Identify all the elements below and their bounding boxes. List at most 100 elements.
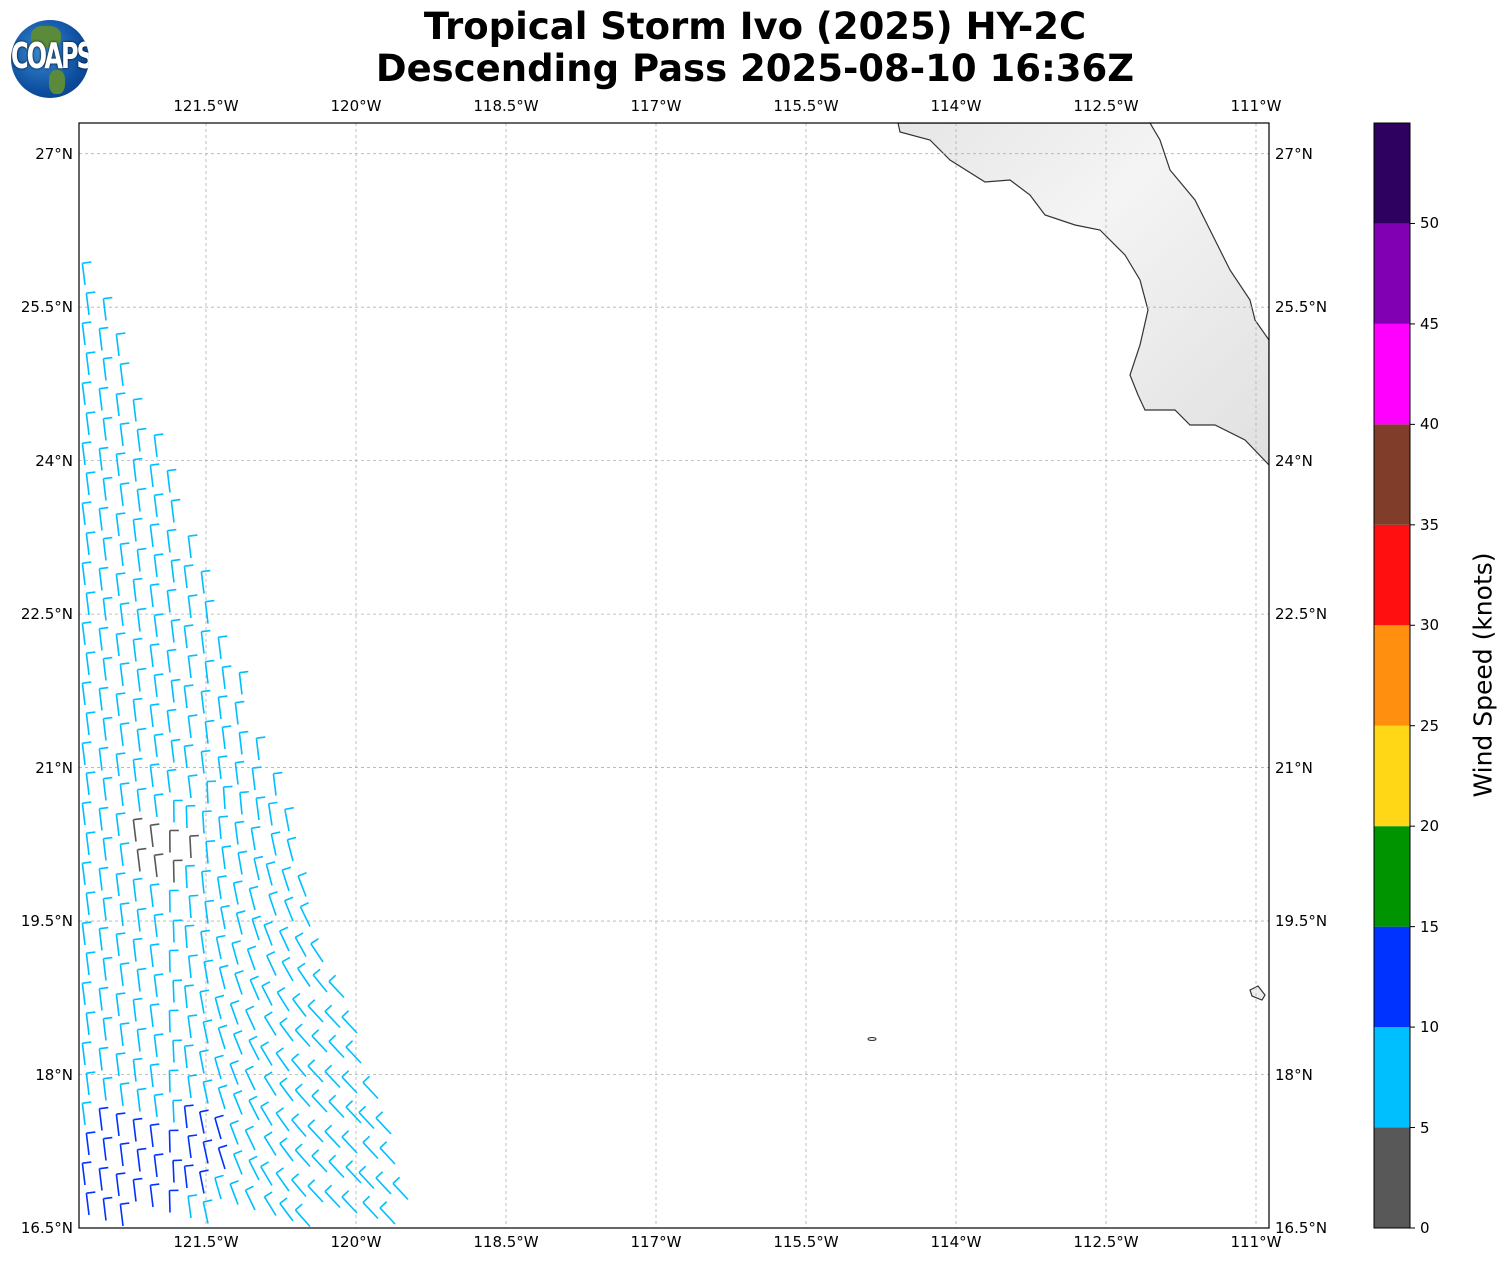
wind-barb bbox=[379, 1141, 396, 1165]
wind-barb bbox=[119, 542, 130, 567]
wind-barb bbox=[245, 1005, 256, 1031]
wind-barb bbox=[115, 692, 126, 717]
wind-barb bbox=[204, 899, 215, 924]
wind-barb bbox=[200, 749, 211, 774]
wind-barb bbox=[229, 1059, 239, 1085]
wind-barb bbox=[115, 812, 126, 837]
wind-barb bbox=[136, 607, 147, 632]
wind-barb bbox=[184, 924, 195, 949]
wind-barb bbox=[341, 1130, 358, 1154]
wind-barb bbox=[291, 1113, 307, 1138]
wind-barb bbox=[132, 877, 143, 902]
wind-barb bbox=[248, 1155, 260, 1181]
wind-barb bbox=[102, 656, 113, 681]
wind-barb bbox=[328, 1154, 345, 1179]
wind-barb bbox=[251, 915, 262, 941]
wind-barb bbox=[379, 1201, 396, 1225]
wind-barb bbox=[286, 836, 297, 862]
x-tick-label-bottom: 114°W bbox=[930, 1233, 982, 1251]
x-tick-label-top: 118.5°W bbox=[473, 97, 539, 115]
wind-barb bbox=[358, 1165, 375, 1190]
wind-barb bbox=[278, 926, 290, 952]
wind-barb bbox=[115, 872, 126, 897]
wind-barb bbox=[284, 806, 294, 832]
wind-barb bbox=[172, 979, 183, 1003]
wind-barb bbox=[283, 896, 294, 922]
wind-barb bbox=[85, 591, 96, 616]
wind-barb bbox=[244, 1125, 256, 1151]
wind-barb bbox=[172, 1099, 183, 1123]
wind-barb bbox=[102, 1136, 113, 1161]
colorbar-segment bbox=[1374, 625, 1410, 726]
wind-barb bbox=[234, 760, 245, 785]
colorbar-frame bbox=[1373, 122, 1411, 1229]
wind-barb bbox=[311, 1089, 328, 1113]
wind-barb bbox=[102, 776, 113, 801]
y-tick-label-right: 25.5°N bbox=[1275, 298, 1328, 317]
wind-barb bbox=[198, 1169, 209, 1194]
wind-barb bbox=[149, 883, 160, 908]
wind-barb bbox=[85, 1191, 96, 1216]
wind-barb bbox=[202, 1019, 213, 1044]
colorbar-tick-label: 20 bbox=[1420, 817, 1440, 836]
wind-barb bbox=[119, 1082, 130, 1107]
wind-barb bbox=[291, 1053, 307, 1078]
wind-barb bbox=[275, 1047, 290, 1072]
wind-barb bbox=[312, 968, 328, 993]
wind-barb bbox=[102, 1016, 113, 1041]
wind-barb bbox=[119, 1202, 130, 1227]
x-tick-label-top: 112.5°W bbox=[1073, 97, 1139, 115]
wind-barb bbox=[115, 572, 126, 597]
wind-barb bbox=[294, 1203, 311, 1228]
wind-barb bbox=[202, 1199, 213, 1224]
wind-barb bbox=[81, 921, 92, 946]
wind-barb bbox=[214, 1174, 224, 1200]
wind-barb bbox=[294, 932, 307, 957]
wind-barb bbox=[115, 512, 126, 537]
wind-barb bbox=[81, 1041, 92, 1066]
wind-barb bbox=[81, 261, 92, 286]
wind-barb bbox=[136, 1087, 147, 1112]
wind-barb bbox=[275, 1107, 290, 1132]
wind-barb bbox=[166, 468, 177, 493]
wind-barb bbox=[296, 962, 311, 987]
wind-barb bbox=[81, 561, 92, 586]
wind-barb bbox=[149, 643, 160, 668]
wind-barb bbox=[217, 755, 228, 780]
wind-barb bbox=[102, 956, 113, 981]
wind-barb bbox=[292, 992, 307, 1017]
wind-barb bbox=[132, 637, 143, 662]
x-tick-label-top: 114°W bbox=[930, 97, 982, 115]
wind-barb bbox=[102, 1076, 113, 1101]
island-clarion bbox=[867, 1037, 877, 1041]
wind-barb bbox=[102, 476, 113, 501]
wind-barb bbox=[345, 1100, 362, 1124]
wind-barb bbox=[149, 1123, 160, 1148]
wind-barb bbox=[307, 1119, 324, 1143]
colorbar-tick-label: 25 bbox=[1420, 716, 1440, 735]
wind-barb bbox=[239, 790, 249, 815]
x-tick-label-bottom: 112.5°W bbox=[1073, 1233, 1139, 1251]
wind-barb bbox=[202, 1139, 213, 1164]
map-frame bbox=[78, 122, 1270, 1229]
colorbar-label: Wind Speed (knots) bbox=[1468, 552, 1498, 798]
wind-barb bbox=[251, 766, 262, 791]
wind-barb bbox=[115, 1112, 126, 1137]
wind-barb bbox=[279, 1017, 294, 1042]
wind-barb bbox=[265, 951, 277, 976]
x-tick-label-bottom: 121.5°W bbox=[173, 1233, 239, 1251]
colorbar-segment bbox=[1374, 424, 1410, 525]
wind-barb bbox=[214, 1054, 224, 1080]
wind-barb bbox=[85, 411, 96, 436]
colorbar-segment bbox=[1374, 725, 1410, 827]
wind-barb bbox=[263, 1011, 277, 1036]
wind-barb bbox=[294, 1083, 311, 1108]
wind-barb bbox=[149, 1183, 160, 1208]
wind-barb bbox=[234, 700, 245, 725]
wind-barb bbox=[168, 1189, 179, 1213]
wind-barb bbox=[232, 1089, 243, 1115]
wind-barb bbox=[81, 861, 92, 886]
colorbar-segment bbox=[1374, 926, 1410, 1028]
wind-barb bbox=[187, 714, 198, 739]
wind-barb bbox=[200, 629, 211, 654]
